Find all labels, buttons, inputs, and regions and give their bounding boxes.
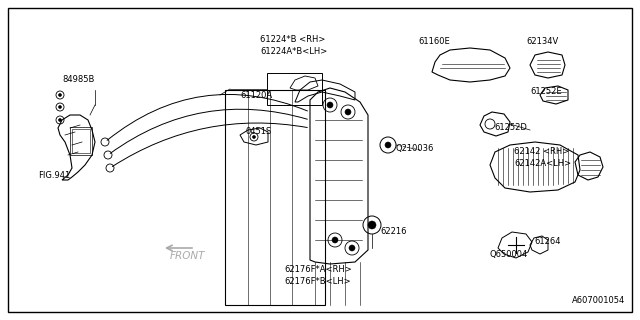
Circle shape — [58, 93, 61, 97]
Text: 62142 <RH>: 62142 <RH> — [514, 148, 569, 156]
Bar — [267, 73, 322, 105]
Circle shape — [349, 245, 355, 251]
Circle shape — [327, 102, 333, 108]
Text: FIG.941: FIG.941 — [38, 171, 70, 180]
Text: 62134V: 62134V — [526, 37, 558, 46]
Circle shape — [385, 142, 391, 148]
Text: 61252D: 61252D — [494, 123, 527, 132]
Text: 61120A: 61120A — [240, 92, 272, 100]
Circle shape — [253, 135, 255, 139]
Text: 61224*B <RH>: 61224*B <RH> — [260, 36, 325, 44]
Bar — [225, 90, 325, 305]
Text: 62216: 62216 — [380, 228, 406, 236]
Text: 62176F*A<RH>: 62176F*A<RH> — [284, 266, 352, 275]
Text: 84985B: 84985B — [62, 76, 94, 84]
Text: 61224A*B<LH>: 61224A*B<LH> — [260, 47, 327, 57]
Text: 61264: 61264 — [534, 237, 561, 246]
Text: 62176F*B<LH>: 62176F*B<LH> — [284, 277, 351, 286]
Bar — [72, 129, 90, 153]
Circle shape — [368, 221, 376, 229]
Text: A607001054: A607001054 — [572, 296, 625, 305]
Bar — [70, 127, 92, 155]
Text: 61252E: 61252E — [530, 87, 562, 97]
Text: 62142A<LH>: 62142A<LH> — [514, 159, 571, 169]
Text: 0451S: 0451S — [246, 127, 272, 137]
Text: FRONT: FRONT — [170, 251, 205, 261]
Circle shape — [58, 118, 61, 122]
Circle shape — [58, 106, 61, 108]
Circle shape — [332, 237, 338, 243]
Text: 61160E: 61160E — [418, 37, 450, 46]
Text: Q650004: Q650004 — [490, 251, 528, 260]
Text: Q210036: Q210036 — [395, 143, 433, 153]
Circle shape — [345, 109, 351, 115]
